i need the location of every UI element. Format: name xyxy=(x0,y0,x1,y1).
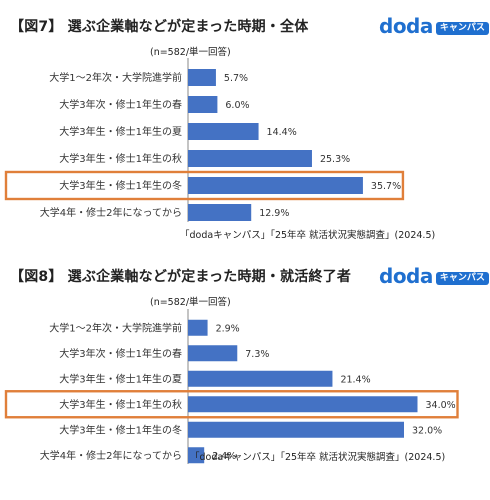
bar xyxy=(188,396,418,413)
category-label: 大学3年生・修士1年生の秋 xyxy=(59,152,182,165)
bar-chart-fig7: 大学1～2年次・大学院進学前 5.7% 大学3年次・修士1年生の春 6.0% 大学3年生… xyxy=(4,58,405,222)
category-label: 大学3年次・修士1年生の春 xyxy=(59,347,182,360)
chart-panel-fig8: 大学1～2年次・大学院進学前 2.9% 大学3年次・修士1年生の春 7.3% 大学3年生… xyxy=(0,250,490,500)
category-label: 大学1～2年次・大学院進学前 xyxy=(49,321,182,334)
sample-note: (n=582/単一回答) xyxy=(150,47,231,58)
bar xyxy=(188,421,404,438)
data-label: 5.7% xyxy=(224,73,248,84)
category-label: 大学3年生・修士1年生の冬 xyxy=(59,179,182,192)
logo-badge: キャンパス xyxy=(435,271,489,285)
category-label: 大学3年生・修士1年生の秋 xyxy=(59,398,182,411)
doda-logo: doda キャンパス xyxy=(379,266,489,286)
category-label: 大学3年次・修士1年生の春 xyxy=(59,98,182,111)
highlight-frame xyxy=(4,170,405,201)
category-label: 大学4年・修士2年になってから xyxy=(40,449,182,462)
chart-title: 【図7】 選ぶ企業軸などが定まった時期・全体 xyxy=(10,19,309,35)
source-caption: 「dodaキャンパス」「25年卒 就活状況実態調査」(2024.5) xyxy=(190,452,446,463)
data-label: 6.0% xyxy=(225,100,249,111)
bar xyxy=(188,96,218,113)
bar xyxy=(188,150,312,167)
category-label: 大学1～2年次・大学院進学前 xyxy=(49,71,182,84)
logo-badge: キャンパス xyxy=(435,21,489,35)
data-label: 2.4% xyxy=(212,451,236,462)
chart-panel-fig7: 大学1～2年次・大学院進学前 5.7% 大学3年次・修士1年生の春 6.0% 大学3年生… xyxy=(4,16,489,241)
category-label: 大学4年・修士2年になってから xyxy=(40,206,182,219)
highlight-frame xyxy=(4,390,459,419)
data-label: 21.4% xyxy=(340,374,370,385)
category-label: 大学3年生・修士1年生の夏 xyxy=(59,372,182,385)
data-label: 14.4% xyxy=(267,127,297,138)
data-label: 34.0% xyxy=(426,400,456,411)
logo-wordmark: doda xyxy=(379,14,433,38)
category-label: 大学3年生・修士1年生の冬 xyxy=(59,423,182,436)
bar xyxy=(188,204,252,221)
doda-logo: doda キャンパス xyxy=(379,16,489,36)
data-label: 12.9% xyxy=(259,208,289,219)
data-label: 7.3% xyxy=(245,349,269,360)
sample-note: (n=582/単一回答) xyxy=(150,297,231,308)
category-label: 大学3年生・修士1年生の夏 xyxy=(59,125,182,138)
chart-title: 【図8】 選ぶ企業軸などが定まった時期・就活終了者 xyxy=(10,269,352,285)
data-label: 35.7% xyxy=(371,181,401,192)
data-label: 32.0% xyxy=(412,425,442,436)
bar xyxy=(188,69,216,86)
source-caption: 「dodaキャンパス」「25年卒 就活状況実態調査」(2024.5) xyxy=(180,230,436,241)
bar xyxy=(188,177,363,194)
bar xyxy=(188,370,333,387)
logo-wordmark: doda xyxy=(379,264,433,288)
bar xyxy=(188,447,205,464)
bar xyxy=(188,123,259,140)
bar xyxy=(188,345,238,362)
data-label: 2.9% xyxy=(216,323,240,334)
data-label: 25.3% xyxy=(320,154,350,165)
bar-chart-fig8: 大学1～2年次・大学院進学前 2.9% 大学3年次・修士1年生の春 7.3% 大学3年生… xyxy=(4,309,459,464)
bar xyxy=(188,319,208,336)
